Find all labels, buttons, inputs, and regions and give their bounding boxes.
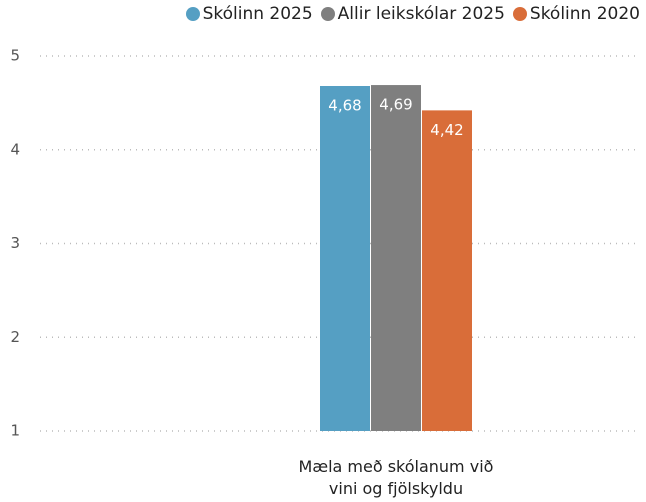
legend-marker: [185, 7, 200, 21]
y-tick-label: 1: [10, 422, 20, 440]
legend-label: Skólinn 2020: [529, 4, 640, 24]
legend-label: Skólinn 2025: [202, 4, 313, 24]
bar: [320, 86, 370, 431]
legend-item: Allir leikskólar 2025: [320, 4, 505, 24]
y-tick-label: 4: [10, 140, 20, 158]
x-tick-label: Mæla með skólanum við vini og fjölskyldu: [298, 457, 494, 498]
bar: [422, 110, 472, 431]
data-label: 4,42: [430, 121, 463, 139]
y-tick-label: 2: [10, 328, 20, 346]
legend-item: Skólinn 2025: [185, 4, 313, 24]
legend-item: Skólinn 2020: [512, 4, 640, 24]
legend-marker: [512, 7, 527, 21]
legend-marker: [320, 7, 335, 21]
data-label: 4,69: [379, 96, 412, 114]
legend: Skólinn 2025 Allir leikskólar 2025 Skólinn…: [185, 4, 640, 24]
legend-label: Allir leikskólar 2025: [337, 4, 505, 24]
data-label: 4,68: [328, 97, 361, 115]
y-tick-label: 3: [10, 234, 20, 252]
bar: [371, 85, 421, 431]
y-tick-label: 5: [10, 47, 20, 65]
